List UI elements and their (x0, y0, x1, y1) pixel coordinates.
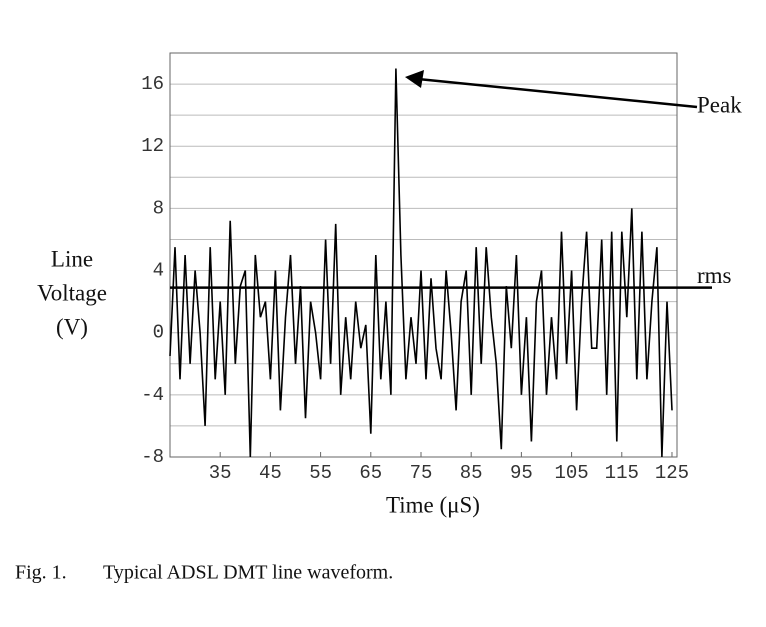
peak-arrow (417, 77, 698, 109)
y-axis-label: Line (51, 246, 93, 271)
y-tick-label: -4 (141, 384, 164, 406)
rms-label: rms (697, 263, 732, 288)
y-tick-label: 8 (153, 197, 164, 219)
y-tick-label: 16 (141, 73, 164, 95)
x-tick-label: 115 (605, 462, 639, 484)
y-tick-label: 0 (153, 322, 164, 344)
x-tick-label: 75 (410, 462, 433, 484)
caption-text: Typical ADSL DMT line waveform. (103, 562, 393, 584)
y-tick-label: -8 (141, 446, 164, 468)
caption-number: Fig. 1. (15, 562, 67, 584)
y-tick-label: 12 (141, 135, 164, 157)
plot-frame (169, 52, 678, 458)
peak-arrowhead (405, 70, 424, 88)
waveform (169, 68, 673, 458)
x-tick-label: 55 (309, 462, 332, 484)
x-axis-label: Time (μS) (386, 492, 480, 517)
x-tick-label: 105 (554, 462, 588, 484)
x-tick-label: 65 (359, 462, 382, 484)
x-tick-label: 35 (209, 462, 232, 484)
y-axis-label: Voltage (37, 280, 107, 305)
x-tick-label: 85 (460, 462, 483, 484)
x-tick-label: 95 (510, 462, 533, 484)
x-tick-label: 125 (655, 462, 689, 484)
peak-label: Peak (697, 92, 742, 117)
y-axis-label: (V) (56, 314, 88, 339)
y-tick-label: 4 (153, 260, 164, 282)
x-tick-label: 45 (259, 462, 282, 484)
